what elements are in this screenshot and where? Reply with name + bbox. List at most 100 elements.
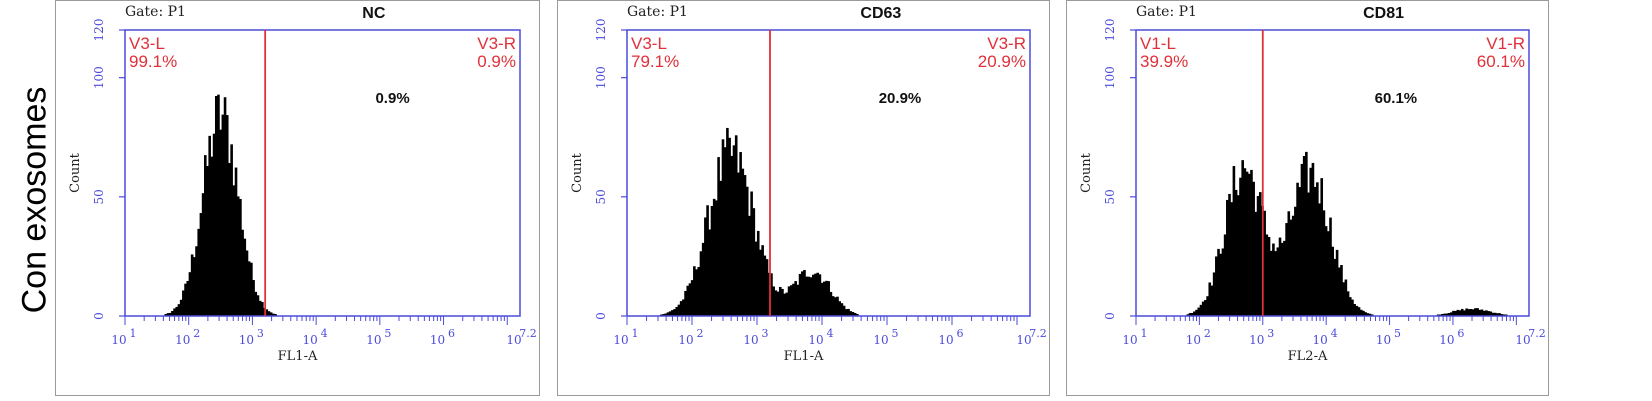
histogram-bar xyxy=(673,309,676,316)
x-tick-label: 1 xyxy=(130,327,137,340)
histogram-bar xyxy=(232,185,236,316)
histogram-bar xyxy=(1250,169,1253,316)
histogram-bar xyxy=(184,283,187,316)
histogram-bar xyxy=(737,172,740,316)
histogram-bar xyxy=(166,313,170,316)
y-tick-label: 100 xyxy=(92,66,106,89)
histogram-bar xyxy=(175,306,179,316)
histogram-bar xyxy=(197,228,201,316)
histogram-bar xyxy=(1454,310,1457,316)
histogram-chart-cd63: Gate: P1 CD63 0 50 100 120 Count 10 1 10 2 10 3 10 4 10… xyxy=(557,0,1050,396)
histogram-bar xyxy=(1296,182,1299,316)
histogram-bar xyxy=(1221,248,1225,316)
histogram-bar xyxy=(1232,166,1236,316)
chart-title: CD63 xyxy=(860,5,901,22)
histogram-bar xyxy=(1500,314,1504,316)
histogram-bar xyxy=(1280,242,1284,316)
x-tick-base: 10 xyxy=(1249,333,1264,347)
histogram-bar xyxy=(662,314,665,316)
histogram-bar xyxy=(1204,300,1207,316)
histogram-bar xyxy=(258,300,262,316)
histogram-bar xyxy=(234,167,238,316)
left-region-name: V1-L xyxy=(1140,34,1176,53)
histogram-bar xyxy=(765,259,769,316)
histogram-bar xyxy=(717,157,720,316)
histogram-series xyxy=(164,94,277,316)
histogram-bar xyxy=(734,135,738,316)
right-region-name: V3-R xyxy=(987,34,1026,53)
x-tick-label: 3 xyxy=(762,327,769,340)
x-tick-label: 5 xyxy=(384,327,391,340)
histogram-bar xyxy=(241,229,244,316)
histogram-bar xyxy=(856,313,859,316)
histogram-bar xyxy=(1285,223,1288,316)
panel-frame xyxy=(557,0,1050,396)
x-tick-label: 6 xyxy=(957,327,964,340)
histogram-bar xyxy=(1476,308,1479,316)
x-tick-base: 10 xyxy=(111,333,126,347)
histogram-bar xyxy=(1359,309,1363,316)
histogram-bar xyxy=(816,272,819,316)
histogram-bar xyxy=(1193,311,1196,316)
histogram-bar xyxy=(1256,196,1260,316)
x-tick-base: 10 xyxy=(506,333,521,347)
histogram-bar xyxy=(750,191,753,316)
histogram-bar xyxy=(796,284,800,316)
histogram-bar xyxy=(1241,160,1244,316)
histogram-bar xyxy=(842,305,846,316)
x-tick-base: 10 xyxy=(1186,333,1201,347)
histogram-bar xyxy=(849,311,853,316)
histogram-bar xyxy=(1274,251,1277,316)
histogram-bar xyxy=(671,310,674,316)
histogram-bar xyxy=(1197,307,1201,316)
histogram-bar xyxy=(1239,177,1242,316)
x-axis-label: FL2-A xyxy=(1288,349,1328,364)
histogram-bar xyxy=(171,310,174,316)
histogram-bar xyxy=(1465,308,1468,316)
histogram-bar xyxy=(761,245,764,316)
gate-label: Gate: P1 xyxy=(125,4,186,20)
histogram-bar xyxy=(1370,314,1374,316)
histogram-bar xyxy=(210,156,214,316)
histogram-bar xyxy=(217,94,220,316)
histogram-bar xyxy=(1456,309,1460,316)
histogram-bar xyxy=(1190,313,1194,316)
histogram-bar xyxy=(1219,253,1223,316)
histogram-bar xyxy=(1212,272,1216,316)
histogram-bar xyxy=(684,290,687,316)
histogram-bar xyxy=(1335,249,1339,316)
histogram-bar xyxy=(1210,285,1214,316)
histogram-bar xyxy=(794,281,797,316)
percent-annotation: 0.9% xyxy=(375,90,409,107)
right-region-name: V1-R xyxy=(1486,34,1525,53)
histogram-bar xyxy=(261,301,264,316)
x-tick-label: 4 xyxy=(321,327,328,340)
histogram-bar xyxy=(274,314,277,316)
right-region-pct: 60.1% xyxy=(1477,52,1525,71)
histogram-bar xyxy=(173,308,176,316)
histogram-bar xyxy=(1441,313,1444,316)
histogram-bar xyxy=(269,312,273,316)
histogram-bar xyxy=(1445,313,1449,316)
histogram-bar xyxy=(204,155,207,316)
histogram-bar xyxy=(245,250,249,316)
y-tick-label: 50 xyxy=(92,189,106,204)
histogram-bar xyxy=(776,291,780,316)
x-tick-label: 2 xyxy=(697,327,704,340)
x-tick-label: 2 xyxy=(193,327,200,340)
x-tick-label: 7.2 xyxy=(519,327,537,340)
y-axis-label: Count xyxy=(1079,152,1094,193)
gate-label: Gate: P1 xyxy=(627,4,688,20)
histogram-bar xyxy=(778,286,782,316)
histogram-bar xyxy=(1291,215,1295,316)
histogram-bar xyxy=(1287,211,1291,316)
histogram-bar xyxy=(1478,309,1482,316)
histogram-bar xyxy=(1223,234,1227,316)
histogram-bar xyxy=(719,180,723,316)
histogram-bar xyxy=(715,200,718,316)
y-tick-label: 0 xyxy=(594,312,608,320)
histogram-bar xyxy=(190,254,194,316)
histogram-bar xyxy=(1482,310,1486,316)
histogram-bar xyxy=(701,242,705,316)
